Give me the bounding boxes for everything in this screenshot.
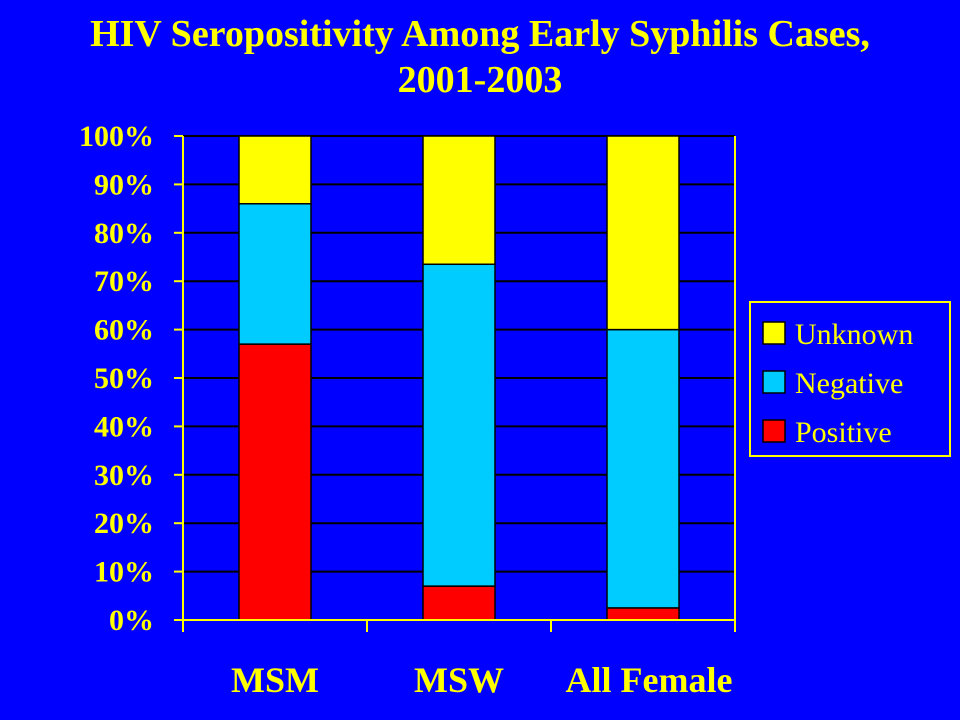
chart-title-line-2: 2001-2003 bbox=[397, 59, 563, 101]
y-tick-label-10: 10% bbox=[94, 556, 154, 589]
legend-swatch-positive bbox=[762, 419, 786, 443]
bar-msw-negative bbox=[422, 263, 496, 587]
y-tick-label-60: 60% bbox=[94, 314, 154, 347]
bar-all-female-positive bbox=[606, 607, 680, 621]
y-tick-label-40: 40% bbox=[94, 410, 154, 443]
legend-swatch-negative bbox=[762, 370, 786, 394]
x-tick-label-msw: MSW bbox=[414, 660, 504, 700]
y-tick-label-50: 50% bbox=[94, 362, 154, 395]
bar-all-female-negative bbox=[606, 328, 680, 609]
legend-swatch-unknown bbox=[762, 321, 786, 345]
x-tick-labels: MSM MSW All Female bbox=[231, 660, 732, 700]
bar-msm-positive bbox=[238, 343, 312, 621]
x-tick-label-all-female: All Female bbox=[566, 660, 733, 700]
y-tick-label-20: 20% bbox=[94, 507, 154, 540]
bars bbox=[238, 135, 680, 621]
y-tick-label-0: 0% bbox=[109, 604, 154, 637]
y-tick-label-30: 30% bbox=[94, 459, 154, 492]
legend: Unknown Negative Positive bbox=[749, 301, 951, 457]
bar-msw-positive bbox=[422, 585, 496, 621]
y-tick-label-100: 100% bbox=[79, 120, 154, 153]
bar-all-female-unknown bbox=[606, 135, 680, 331]
bar-msm-negative bbox=[238, 203, 312, 345]
chart-title-line-1: HIV Seropositivity Among Early Syphilis … bbox=[90, 13, 870, 55]
bar-msm-unknown bbox=[238, 135, 312, 205]
y-tick-label-90: 90% bbox=[94, 168, 154, 201]
axes bbox=[174, 135, 736, 632]
bar-msw-unknown bbox=[422, 135, 496, 266]
legend-label-unknown: Unknown bbox=[795, 318, 913, 351]
legend-label-positive: Positive bbox=[795, 416, 892, 449]
x-tick-label-msm: MSM bbox=[231, 660, 319, 700]
legend-label-negative: Negative bbox=[795, 367, 903, 400]
y-tick-label-70: 70% bbox=[94, 265, 154, 298]
y-tick-labels: 0% 10% 20% 30% 40% 50% 60% 70% 80% 90% 100% bbox=[79, 120, 154, 637]
y-tick-label-80: 80% bbox=[94, 217, 154, 250]
